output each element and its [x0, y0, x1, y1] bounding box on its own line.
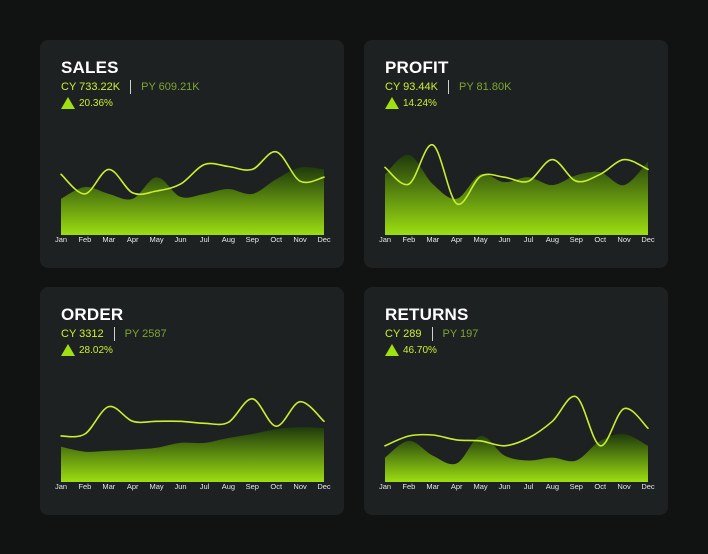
- triangle-up-icon: [385, 344, 399, 356]
- triangle-up-icon: [61, 97, 75, 109]
- x-tick-label: Dec: [641, 482, 655, 491]
- x-tick-label: Nov: [617, 482, 631, 491]
- x-tick-label: May: [150, 482, 164, 491]
- x-tick-label: Dec: [317, 482, 331, 491]
- x-tick-label: Jan: [55, 482, 67, 491]
- delta-value: 20.36%: [79, 97, 113, 109]
- kpi-row: CY 289 PY 197: [385, 327, 478, 341]
- x-tick-label: Jan: [379, 482, 391, 491]
- returns-chart: Jan Feb Mar Apr May Jun Jul Aug Sep Oct Nov Dec: [379, 395, 655, 491]
- x-tick-label: Jul: [200, 235, 210, 244]
- delta-value: 28.02%: [79, 344, 113, 356]
- x-tick-label: Oct: [594, 235, 607, 244]
- delta-row: 20.36%: [61, 97, 113, 109]
- py-value: PY 2587: [124, 328, 167, 340]
- delta-row: 28.02%: [61, 344, 113, 356]
- kpi-divider: [113, 327, 115, 341]
- x-tick-label: Mar: [102, 482, 115, 491]
- x-tick-label: Jan: [55, 235, 67, 244]
- delta-row: 14.24%: [385, 97, 437, 109]
- x-tick-label: Sep: [570, 235, 583, 244]
- x-tick-label: Nov: [293, 482, 307, 491]
- x-tick-label: Jan: [379, 235, 391, 244]
- x-tick-label: Sep: [246, 235, 259, 244]
- delta-value: 46.70%: [403, 344, 437, 356]
- returns-card: RETURNS CY 289 PY 197 46.70% Jan Feb Mar Ap…: [364, 287, 668, 515]
- x-tick-label: Mar: [426, 482, 439, 491]
- profit-card: PROFIT CY 93.44K PY 81.80K 14.24% Jan Feb…: [364, 40, 668, 268]
- x-tick-label: May: [474, 235, 488, 244]
- x-tick-label: Apr: [451, 482, 463, 491]
- py-value: PY 81.80K: [459, 81, 512, 93]
- line-series: [384, 144, 649, 205]
- x-tick-label: Feb: [402, 235, 415, 244]
- kpi-row: CY 3312 PY 2587: [61, 327, 167, 341]
- x-tick-label: Sep: [246, 482, 259, 491]
- x-tick-label: Aug: [546, 235, 559, 244]
- card-title: RETURNS: [385, 305, 469, 324]
- kpi-divider: [448, 80, 450, 94]
- x-tick-label: Jun: [498, 482, 510, 491]
- cy-value: CY 93.44K: [385, 81, 439, 93]
- x-tick-label: May: [150, 235, 164, 244]
- cy-value: CY 733.22K: [61, 81, 121, 93]
- x-tick-label: Feb: [402, 482, 415, 491]
- cy-value: CY 289: [385, 328, 422, 340]
- x-tick-label: Apr: [127, 482, 139, 491]
- py-value: PY 609.21K: [141, 81, 200, 93]
- x-tick-label: Aug: [222, 482, 235, 491]
- sales-card: SALES CY 733.22K PY 609.21K 20.36% Jan Fe…: [40, 40, 344, 268]
- cy-value: CY 3312: [61, 328, 104, 340]
- area-series: [61, 427, 324, 482]
- x-tick-label: Jul: [200, 482, 210, 491]
- x-tick-label: Jun: [174, 482, 186, 491]
- line-series: [60, 398, 325, 438]
- x-tick-label: Dec: [317, 235, 331, 244]
- kpi-divider: [431, 327, 433, 341]
- x-tick-label: Oct: [594, 482, 607, 491]
- x-tick-label: Aug: [222, 235, 235, 244]
- x-tick-label: Jun: [498, 235, 510, 244]
- x-tick-label: Apr: [451, 235, 463, 244]
- x-tick-label: Sep: [570, 482, 583, 491]
- card-title: PROFIT: [385, 58, 449, 77]
- area-series: [385, 433, 648, 482]
- x-tick-label: Mar: [426, 235, 439, 244]
- line-series: [60, 150, 325, 196]
- card-title: ORDER: [61, 305, 124, 324]
- line-series: [384, 395, 649, 447]
- x-tick-label: Apr: [127, 235, 139, 244]
- py-value: PY 197: [442, 328, 479, 340]
- card-title: SALES: [61, 58, 119, 77]
- x-tick-label: Oct: [270, 235, 283, 244]
- kpi-row: CY 733.22K PY 609.21K: [61, 80, 200, 94]
- delta-row: 46.70%: [385, 344, 437, 356]
- order-chart: Jan Feb Mar Apr May Jun Jul Aug Sep Oct Nov Dec: [55, 398, 331, 491]
- kpi-row: CY 93.44K PY 81.80K: [385, 80, 511, 94]
- triangle-up-icon: [385, 97, 399, 109]
- sales-chart: Jan Feb Mar Apr May Jun Jul Aug Sep Oct Nov Dec: [55, 150, 331, 244]
- order-card: ORDER CY 3312 PY 2587 28.02% Jan Feb Mar Ap…: [40, 287, 344, 515]
- x-tick-label: Nov: [293, 235, 307, 244]
- x-tick-label: May: [474, 482, 488, 491]
- area-series: [61, 166, 324, 235]
- delta-value: 14.24%: [403, 97, 437, 109]
- x-tick-label: Jul: [524, 482, 534, 491]
- x-tick-label: Aug: [546, 482, 559, 491]
- x-tick-label: Oct: [270, 482, 283, 491]
- x-tick-label: Mar: [102, 235, 115, 244]
- x-tick-label: Jul: [524, 235, 534, 244]
- kpi-divider: [130, 80, 132, 94]
- area-series: [385, 154, 648, 235]
- x-tick-label: Nov: [617, 235, 631, 244]
- triangle-up-icon: [61, 344, 75, 356]
- x-tick-label: Feb: [78, 482, 91, 491]
- x-tick-label: Dec: [641, 235, 655, 244]
- profit-chart: Jan Feb Mar Apr May Jun Jul Aug Sep Oct Nov Dec: [379, 144, 655, 244]
- x-tick-label: Jun: [174, 235, 186, 244]
- x-tick-label: Feb: [78, 235, 91, 244]
